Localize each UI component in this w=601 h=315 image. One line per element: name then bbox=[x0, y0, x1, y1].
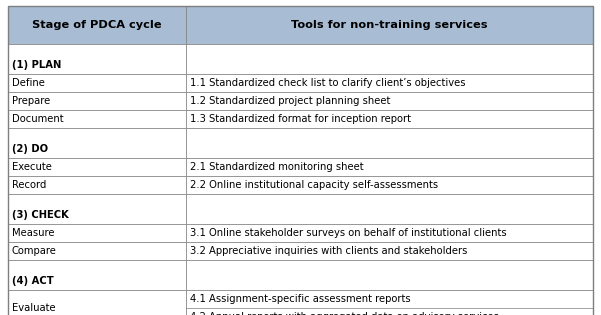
Bar bbox=[8, 158, 186, 176]
Bar bbox=[186, 224, 593, 242]
Bar bbox=[186, 110, 593, 128]
Text: Define: Define bbox=[12, 78, 45, 88]
Text: 2.1 Standardized monitoring sheet: 2.1 Standardized monitoring sheet bbox=[191, 162, 364, 172]
Bar bbox=[8, 260, 186, 290]
Text: Measure: Measure bbox=[12, 228, 55, 238]
Bar bbox=[186, 92, 593, 110]
Bar bbox=[8, 110, 186, 128]
Text: Record: Record bbox=[12, 180, 46, 190]
Text: 1.2 Standardized project planning sheet: 1.2 Standardized project planning sheet bbox=[191, 96, 391, 106]
Text: Execute: Execute bbox=[12, 162, 52, 172]
Text: 4.2 Annual reports with aggregated data on advisory services: 4.2 Annual reports with aggregated data … bbox=[191, 312, 499, 315]
Bar bbox=[186, 260, 593, 290]
Text: Prepare: Prepare bbox=[12, 96, 50, 106]
Text: (1) PLAN: (1) PLAN bbox=[12, 60, 61, 70]
Text: 3.2 Appreciative inquiries with clients and stakeholders: 3.2 Appreciative inquiries with clients … bbox=[191, 246, 468, 256]
Bar bbox=[8, 74, 186, 92]
Text: 4.1 Assignment-specific assessment reports: 4.1 Assignment-specific assessment repor… bbox=[191, 294, 411, 304]
Bar bbox=[8, 176, 186, 194]
Text: 3.1 Online stakeholder surveys on behalf of institutional clients: 3.1 Online stakeholder surveys on behalf… bbox=[191, 228, 507, 238]
Bar bbox=[8, 92, 186, 110]
Bar bbox=[8, 128, 186, 158]
Text: (2) DO: (2) DO bbox=[12, 144, 48, 154]
Text: Compare: Compare bbox=[12, 246, 57, 256]
Bar bbox=[186, 176, 593, 194]
Bar bbox=[186, 290, 593, 315]
Text: Stage of PDCA cycle: Stage of PDCA cycle bbox=[32, 20, 162, 30]
Bar bbox=[8, 290, 186, 315]
Text: (3) CHECK: (3) CHECK bbox=[12, 210, 69, 220]
Bar bbox=[8, 194, 186, 224]
Bar bbox=[8, 44, 186, 74]
Bar bbox=[186, 242, 593, 260]
Bar bbox=[186, 128, 593, 158]
Text: 2.2 Online institutional capacity self-assessments: 2.2 Online institutional capacity self-a… bbox=[191, 180, 439, 190]
Bar bbox=[8, 224, 186, 242]
Bar bbox=[8, 242, 186, 260]
Text: Document: Document bbox=[12, 114, 64, 124]
Text: (4) ACT: (4) ACT bbox=[12, 276, 53, 286]
Bar bbox=[186, 6, 593, 44]
Bar bbox=[186, 158, 593, 176]
Text: 1.1 Standardized check list to clarify client’s objectives: 1.1 Standardized check list to clarify c… bbox=[191, 78, 466, 88]
Bar bbox=[186, 194, 593, 224]
Bar bbox=[8, 6, 186, 44]
Text: Evaluate: Evaluate bbox=[12, 303, 56, 313]
Text: 1.3 Standardized format for inception report: 1.3 Standardized format for inception re… bbox=[191, 114, 412, 124]
Text: Tools for non-training services: Tools for non-training services bbox=[291, 20, 488, 30]
Bar bbox=[186, 74, 593, 92]
Bar bbox=[186, 44, 593, 74]
